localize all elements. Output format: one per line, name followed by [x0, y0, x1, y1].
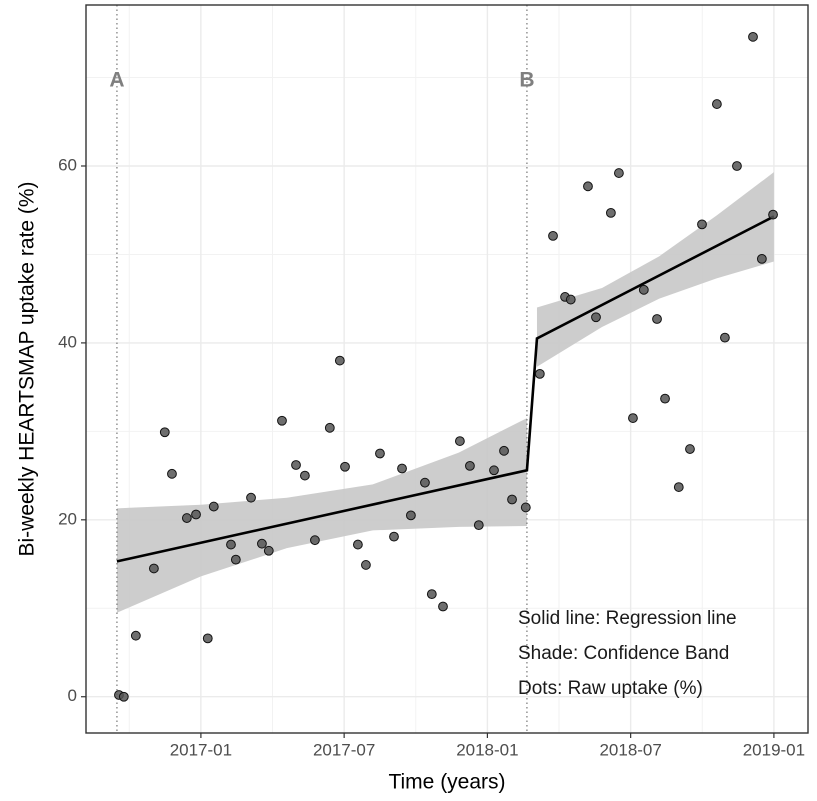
data-point [167, 468, 177, 479]
data-point [711, 99, 722, 109]
data-point [628, 413, 638, 423]
data-point [720, 332, 730, 343]
data-point [499, 445, 509, 456]
data-point [230, 554, 241, 565]
data-point [768, 209, 778, 220]
data-point [277, 415, 287, 426]
regression-line [116, 215, 775, 563]
note: Dots: Raw uptake (%) [518, 678, 703, 699]
data-point [673, 482, 684, 492]
data-point [454, 436, 465, 446]
data-point [263, 545, 274, 556]
data-point [149, 563, 159, 574]
data-point [507, 494, 517, 505]
x-tick-label: 2018-01 [456, 740, 518, 759]
data-point [473, 520, 484, 531]
data-point [246, 492, 256, 503]
y-tick-label: 0 [68, 686, 77, 705]
data-point [565, 294, 576, 305]
data-point [685, 444, 695, 454]
data-point [375, 448, 385, 459]
x-tick-label: 2017-07 [313, 740, 375, 759]
data-point [748, 31, 758, 42]
data-point [614, 168, 624, 178]
data-point [352, 539, 363, 550]
data-point [638, 284, 649, 295]
data-point [426, 589, 437, 600]
y-tick-label: 40 [58, 332, 77, 351]
data-point [181, 513, 192, 523]
data-point [340, 461, 350, 472]
data-point [257, 538, 267, 549]
data-point [334, 355, 345, 366]
data-point [361, 560, 371, 570]
data-point [389, 531, 399, 542]
data-point [406, 510, 416, 521]
data-point [489, 465, 499, 476]
data-point [191, 509, 201, 520]
data-point [583, 181, 593, 192]
data-point [591, 312, 601, 323]
x-tick-label: 2017-01 [170, 740, 232, 759]
y-tick-label: 20 [58, 509, 77, 528]
data-point [534, 368, 545, 379]
data-point [520, 502, 531, 513]
panel-border [85, 4, 809, 734]
x-tick-label: 2018-07 [599, 740, 661, 759]
annotation-label: A [109, 69, 124, 92]
x-tick-label: 2019-01 [743, 740, 805, 759]
data-point [208, 501, 219, 512]
data-point [697, 219, 707, 230]
data-point [420, 477, 430, 488]
data-point [438, 601, 448, 612]
data-point [465, 460, 475, 471]
data-point [605, 207, 616, 218]
annotation-label: B [519, 69, 534, 92]
data-point [130, 630, 141, 641]
data-point [226, 539, 236, 550]
data-point [291, 460, 301, 470]
data-point [310, 535, 320, 546]
data-point [202, 633, 213, 644]
data-point [756, 253, 767, 264]
x-axis-title: Time (years) [388, 771, 505, 794]
data-point [118, 691, 129, 702]
data-point [652, 314, 662, 324]
data-point [299, 470, 310, 481]
data-point [660, 393, 670, 404]
data-point [548, 230, 558, 241]
data-point [397, 463, 407, 474]
y-tick-label: 60 [58, 155, 77, 174]
note: Solid line: Regression line [518, 608, 737, 629]
data-point [159, 427, 170, 438]
data-point [324, 422, 335, 433]
data-point [732, 161, 742, 171]
confidence-band [536, 172, 774, 367]
y-axis-title: Bi-weekly HEARTSMAP uptake rate (%) [16, 181, 39, 556]
note: Shade: Confidence Band [518, 643, 729, 664]
